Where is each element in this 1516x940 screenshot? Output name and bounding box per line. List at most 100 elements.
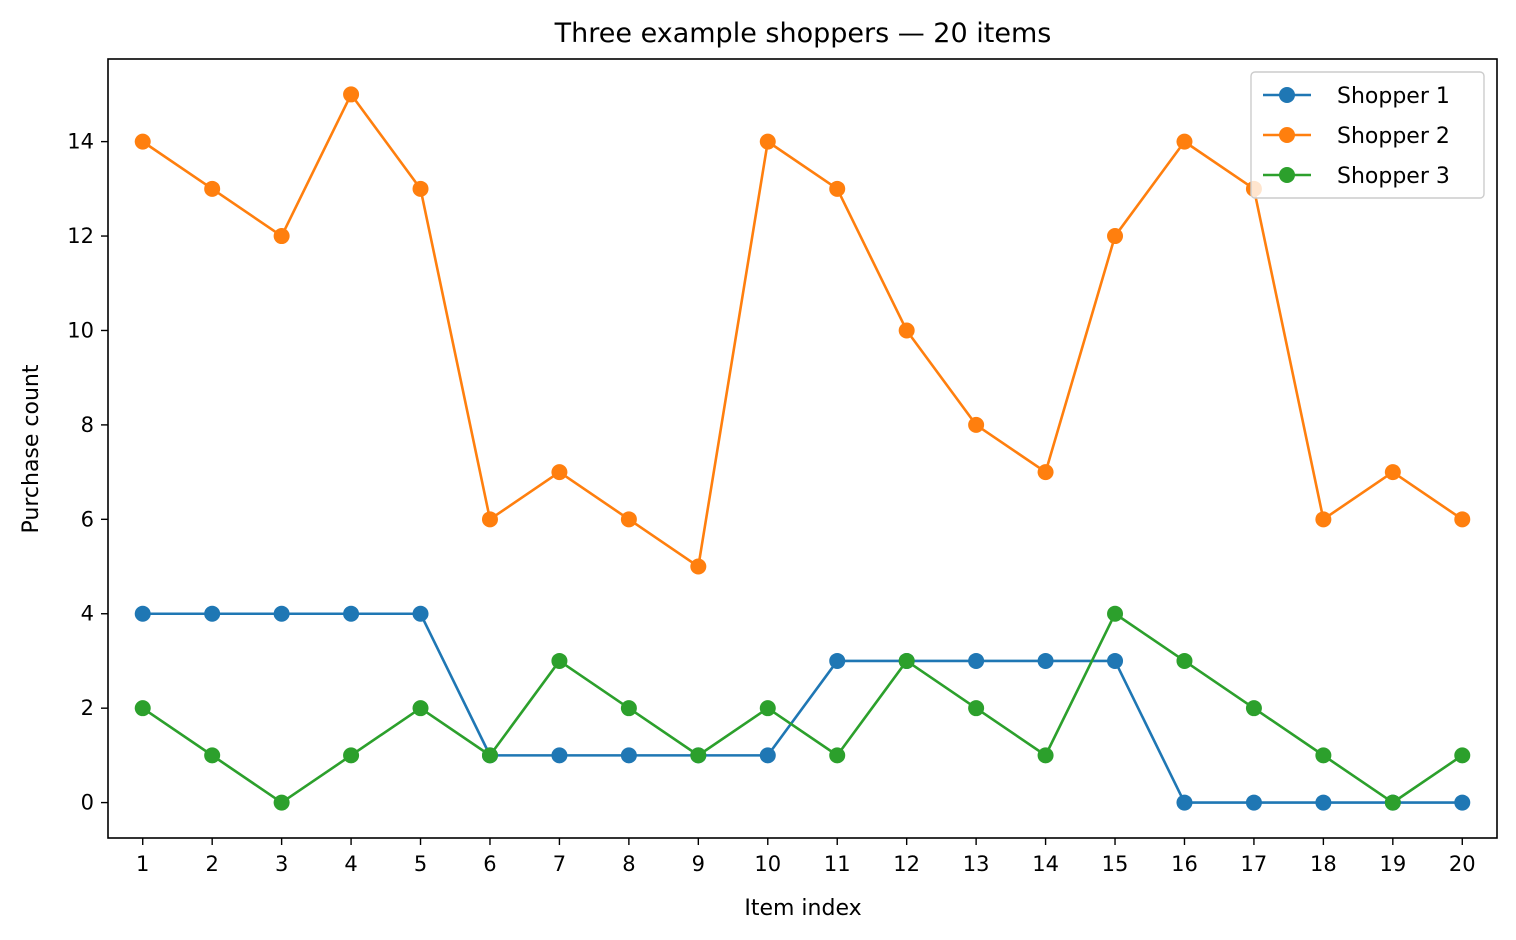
data-point-shopper-2 xyxy=(759,133,776,150)
y-tick-label: 14 xyxy=(67,130,94,154)
data-point-shopper-1 xyxy=(759,747,776,764)
data-point-shopper-1 xyxy=(1454,794,1471,811)
data-point-shopper-1 xyxy=(551,747,568,764)
y-tick-label: 2 xyxy=(81,696,94,720)
data-point-shopper-1 xyxy=(1037,652,1054,669)
data-point-shopper-3 xyxy=(1384,794,1401,811)
x-tick-label: 19 xyxy=(1379,852,1406,876)
x-tick-label: 5 xyxy=(414,852,427,876)
data-point-shopper-3 xyxy=(273,794,290,811)
data-point-shopper-3 xyxy=(1315,747,1332,764)
x-tick-label: 9 xyxy=(692,852,705,876)
x-axis: 1 2 3 4 5 6 7 8 9 10 11 12 13 14 15 16 17 18 19 20 xyxy=(136,838,1476,876)
data-point-shopper-1 xyxy=(343,605,360,622)
x-tick-label: 11 xyxy=(824,852,851,876)
data-point-shopper-3 xyxy=(898,652,915,669)
data-point-shopper-2 xyxy=(134,133,151,150)
data-point-shopper-3 xyxy=(829,747,846,764)
data-point-shopper-2 xyxy=(1107,228,1124,245)
data-point-shopper-3 xyxy=(759,700,776,717)
y-tick-label: 0 xyxy=(81,791,94,815)
series-line-shopper-2 xyxy=(141,93,1464,568)
legend-label-shopper-3: Shopper 3 xyxy=(1337,164,1450,189)
plot-frame xyxy=(107,58,1498,839)
x-tick-label: 1 xyxy=(136,852,149,876)
x-tick-label: 7 xyxy=(553,852,566,876)
data-point-shopper-2 xyxy=(690,558,707,575)
data-point-shopper-2 xyxy=(343,86,360,103)
x-tick-label: 8 xyxy=(622,852,635,876)
legend-marker xyxy=(1279,87,1295,103)
x-tick-label: 6 xyxy=(483,852,496,876)
x-axis-label: Item index xyxy=(744,896,861,921)
data-point-shopper-1 xyxy=(1315,794,1332,811)
data-point-shopper-3 xyxy=(134,700,151,717)
data-point-shopper-3 xyxy=(1245,700,1262,717)
data-point-shopper-1 xyxy=(204,605,221,622)
data-point-shopper-2 xyxy=(204,180,221,197)
chart-title: Three example shoppers — 20 items xyxy=(554,18,1052,49)
data-point-shopper-2 xyxy=(481,511,498,528)
data-point-shopper-1 xyxy=(412,605,429,622)
data-point-shopper-2 xyxy=(1454,511,1471,528)
x-tick-label: 17 xyxy=(1241,852,1268,876)
data-point-shopper-2 xyxy=(1384,464,1401,481)
data-point-shopper-3 xyxy=(1176,652,1193,669)
data-point-shopper-2 xyxy=(898,322,915,339)
series-line-shopper-3 xyxy=(141,612,1464,804)
data-point-shopper-2 xyxy=(1037,464,1054,481)
data-point-shopper-3 xyxy=(1454,747,1471,764)
data-point-shopper-3 xyxy=(1037,747,1054,764)
data-point-shopper-2 xyxy=(551,464,568,481)
legend: Shopper 1 Shopper 2 Shopper 3 xyxy=(1250,71,1485,199)
legend-label-shopper-2: Shopper 2 xyxy=(1337,124,1450,149)
data-point-shopper-1 xyxy=(1176,794,1193,811)
x-tick-label: 3 xyxy=(275,852,288,876)
series-line-shopper-1 xyxy=(142,612,1463,804)
data-point-shopper-1 xyxy=(1107,652,1124,669)
x-tick-label: 16 xyxy=(1171,852,1198,876)
x-tick-label: 20 xyxy=(1449,852,1476,876)
data-point-shopper-1 xyxy=(273,605,290,622)
legend-marker xyxy=(1279,127,1295,143)
y-tick-label: 4 xyxy=(81,602,94,626)
data-point-shopper-3 xyxy=(551,652,568,669)
data-point-shopper-2 xyxy=(412,180,429,197)
x-tick-label: 12 xyxy=(893,852,920,876)
legend-label-shopper-1: Shopper 1 xyxy=(1337,84,1450,109)
data-point-shopper-1 xyxy=(829,652,846,669)
legend-marker xyxy=(1279,167,1295,183)
x-tick-label: 4 xyxy=(344,852,357,876)
data-point-shopper-3 xyxy=(412,700,429,717)
data-point-shopper-2 xyxy=(1176,133,1193,150)
data-point-shopper-3 xyxy=(690,747,707,764)
data-point-shopper-3 xyxy=(204,747,221,764)
data-point-shopper-3 xyxy=(343,747,360,764)
data-point-shopper-2 xyxy=(1315,511,1332,528)
x-tick-label: 15 xyxy=(1102,852,1129,876)
y-tick-label: 6 xyxy=(81,507,94,531)
y-axis-label: Purchase count xyxy=(19,364,44,533)
data-point-shopper-1 xyxy=(968,652,985,669)
data-point-shopper-2 xyxy=(829,180,846,197)
data-point-shopper-3 xyxy=(968,700,985,717)
y-tick-label: 8 xyxy=(81,413,94,437)
y-tick-label: 10 xyxy=(67,318,94,342)
data-point-shopper-1 xyxy=(620,747,637,764)
data-point-shopper-2 xyxy=(968,416,985,433)
legend-box xyxy=(1250,71,1485,199)
series-layer xyxy=(134,86,1471,811)
data-point-shopper-3 xyxy=(481,747,498,764)
data-point-shopper-1 xyxy=(134,605,151,622)
data-point-shopper-1 xyxy=(1245,794,1262,811)
x-tick-label: 13 xyxy=(963,852,990,876)
y-tick-label: 12 xyxy=(67,224,94,248)
data-point-shopper-3 xyxy=(1107,605,1124,622)
data-point-shopper-2 xyxy=(273,228,290,245)
y-axis: 0 2 4 6 8 10 12 14 xyxy=(67,130,108,815)
data-point-shopper-2 xyxy=(620,511,637,528)
x-tick-label: 2 xyxy=(205,852,218,876)
x-tick-label: 14 xyxy=(1032,852,1059,876)
data-point-shopper-3 xyxy=(620,700,637,717)
